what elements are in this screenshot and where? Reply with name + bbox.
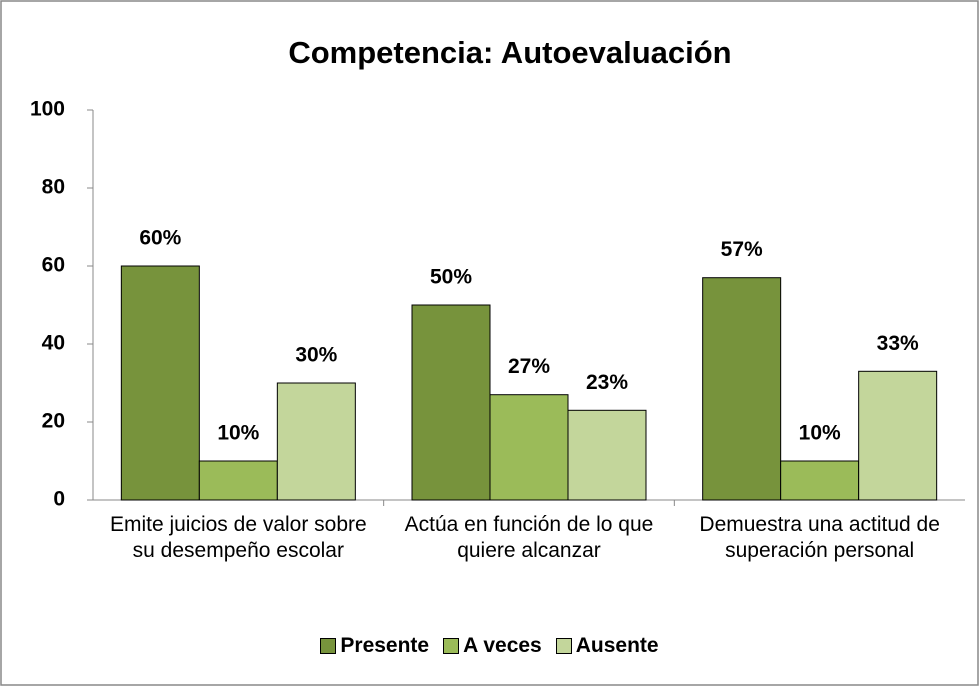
legend-label: Presente xyxy=(340,634,430,657)
legend-label: A veces xyxy=(463,634,542,657)
legend-item: A veces xyxy=(443,634,542,658)
legend-label: Ausente xyxy=(575,634,659,657)
chart-title: Competencia: Autoevaluación xyxy=(288,35,731,70)
bar xyxy=(702,277,782,501)
y-tick-label: 0 xyxy=(53,488,65,511)
bar xyxy=(780,460,860,501)
data-label: 50% xyxy=(430,266,472,289)
legend-item: Ausente xyxy=(555,634,659,658)
bar xyxy=(411,304,491,501)
x-tick-label: Actúa en función de lo que quiere alcanz… xyxy=(404,513,654,562)
legend: Presente A veces Ausente xyxy=(0,634,979,658)
data-label: 57% xyxy=(721,238,763,261)
data-label: 30% xyxy=(295,344,337,367)
legend-swatch xyxy=(320,638,337,654)
data-label: 23% xyxy=(586,371,628,394)
y-tick-label: 20 xyxy=(42,410,65,433)
x-tick-label: Emite juicios de valor sobre su desempeñ… xyxy=(109,513,367,562)
legend-item: Presente xyxy=(320,634,429,658)
y-tick-label: 40 xyxy=(42,332,65,355)
data-label: 27% xyxy=(508,355,550,378)
y-tick-label: 100 xyxy=(30,98,65,121)
bar xyxy=(198,460,278,501)
bar xyxy=(567,409,647,501)
data-label: 60% xyxy=(139,227,181,250)
x-tick-label: Demuestra una actitud de superación pers… xyxy=(699,513,940,562)
y-tick-label: 80 xyxy=(42,176,65,199)
bar xyxy=(120,265,200,501)
bar xyxy=(858,370,938,501)
data-label: 10% xyxy=(799,422,841,445)
bar xyxy=(489,394,569,501)
data-label: 10% xyxy=(217,422,259,445)
legend-swatch xyxy=(443,638,460,654)
y-tick-label: 60 xyxy=(42,254,65,277)
legend-swatch xyxy=(555,638,572,654)
bar xyxy=(276,382,356,501)
data-label: 33% xyxy=(877,332,919,355)
